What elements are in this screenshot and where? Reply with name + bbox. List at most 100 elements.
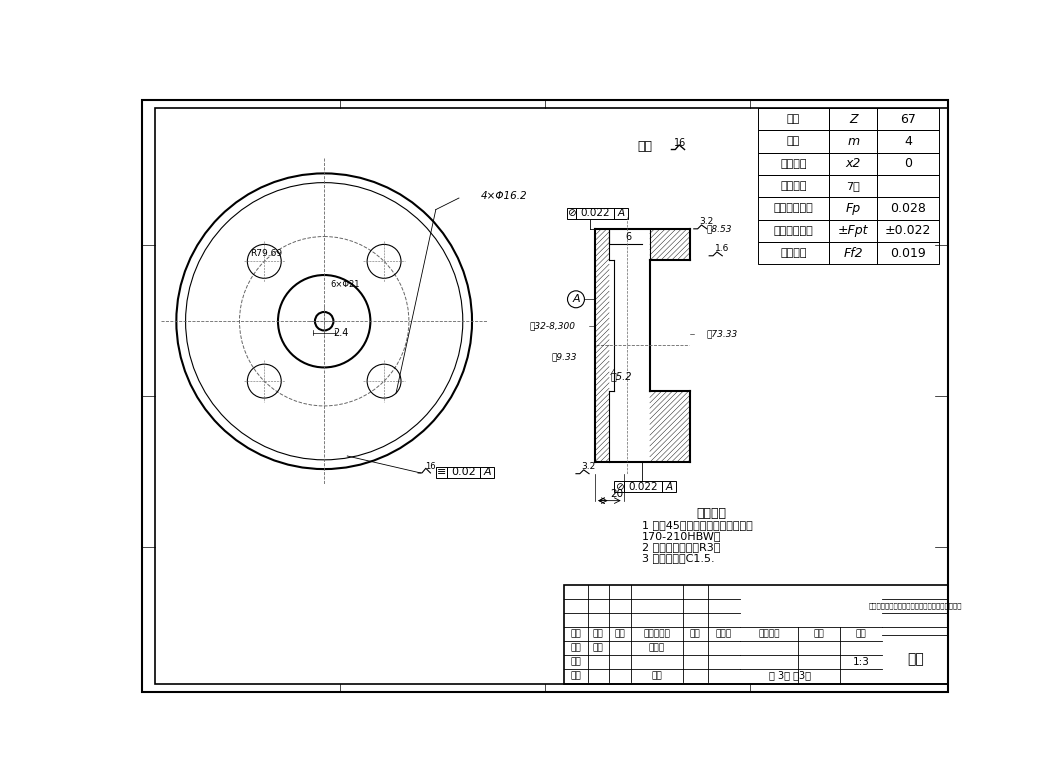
Bar: [877, 198, 939, 220]
Text: 16: 16: [425, 463, 436, 471]
Text: 3.2: 3.2: [699, 217, 713, 227]
Text: 变为系数: 变为系数: [780, 159, 807, 169]
Bar: [662, 481, 676, 492]
Text: 其余: 其余: [638, 140, 653, 153]
Text: 齿数: 齿数: [787, 114, 800, 124]
Bar: [624, 481, 662, 492]
Text: 1:3: 1:3: [853, 656, 870, 666]
Text: 批准: 批准: [652, 671, 662, 680]
Bar: [758, 242, 829, 264]
Text: 制图: 制图: [593, 643, 604, 652]
Bar: [877, 175, 939, 198]
Bar: [829, 242, 877, 264]
Bar: [567, 208, 576, 219]
Bar: [614, 481, 624, 492]
Text: 7级: 7级: [846, 181, 860, 191]
Text: 分区: 分区: [614, 630, 625, 638]
Text: 4×Φ16.2: 4×Φ16.2: [480, 191, 527, 201]
Text: 2 未注圆角半径为R3；: 2 未注圆角半径为R3；: [642, 542, 721, 552]
Bar: [829, 153, 877, 175]
Text: 标准化: 标准化: [648, 643, 664, 652]
Text: 67: 67: [900, 113, 916, 125]
Text: 6: 6: [626, 231, 631, 241]
Text: 设计: 设计: [571, 643, 581, 652]
Text: 齿形公差: 齿形公差: [780, 248, 807, 258]
Bar: [758, 153, 829, 175]
Text: 1 材料45钢，正火处理后齿面硬度: 1 材料45钢，正火处理后齿面硬度: [642, 521, 753, 530]
Text: 0: 0: [904, 158, 912, 170]
Bar: [564, 586, 948, 684]
Text: ΢32-8,300: ΢32-8,300: [529, 321, 576, 331]
Text: 0.02: 0.02: [451, 467, 476, 477]
Bar: [877, 220, 939, 242]
Text: 0.022: 0.022: [628, 482, 658, 492]
Bar: [436, 466, 446, 477]
Text: 阶段标记: 阶段标记: [758, 630, 779, 638]
Text: A: A: [484, 467, 491, 477]
Text: R79.69: R79.69: [251, 249, 283, 258]
Text: ⊘: ⊘: [567, 209, 576, 219]
Text: 齿距累积误差: 齿距累积误差: [774, 203, 813, 213]
Text: Fp: Fp: [845, 202, 861, 215]
Text: 0.022: 0.022: [580, 209, 610, 219]
Text: x2: x2: [845, 158, 861, 170]
Bar: [758, 198, 829, 220]
Text: 模数: 模数: [787, 136, 800, 147]
Bar: [758, 220, 829, 242]
Text: 标记: 标记: [571, 630, 581, 638]
Text: 4: 4: [904, 135, 912, 148]
Bar: [829, 175, 877, 198]
Bar: [829, 108, 877, 130]
Text: ⊘: ⊘: [614, 482, 624, 492]
Bar: [877, 153, 939, 175]
Bar: [576, 208, 614, 219]
Bar: [829, 220, 877, 242]
Text: ≡: ≡: [437, 467, 445, 477]
Text: m: m: [847, 135, 859, 148]
Bar: [614, 208, 628, 219]
Text: 比例: 比例: [856, 630, 866, 638]
Text: 3.2: 3.2: [581, 463, 595, 471]
Bar: [877, 108, 939, 130]
Bar: [877, 130, 939, 153]
Text: 技术要求: 技术要求: [696, 507, 726, 521]
Text: A: A: [572, 294, 579, 304]
Text: 更改文件号: 更改文件号: [643, 630, 671, 638]
Text: 精度等级: 精度等级: [780, 181, 807, 191]
Text: 审核: 审核: [571, 657, 581, 666]
Text: 工艺: 工艺: [571, 671, 581, 680]
Bar: [480, 466, 494, 477]
Text: ±0.022: ±0.022: [884, 224, 931, 238]
Text: 0.019: 0.019: [890, 247, 926, 260]
Text: 重量: 重量: [813, 630, 824, 638]
Text: 齿轮: 齿轮: [907, 652, 924, 666]
Text: ±Fpt: ±Fpt: [838, 224, 868, 238]
Text: 170-210HBW；: 170-210HBW；: [642, 531, 722, 541]
Text: 2.4: 2.4: [334, 328, 349, 338]
Bar: [758, 175, 829, 198]
Text: 湖南大学光数字微机械设计与制造及其自动化三重: 湖南大学光数字微机械设计与制造及其自动化三重: [868, 603, 962, 609]
Text: 处数: 处数: [593, 630, 604, 638]
Text: 6×Φ21: 6×Φ21: [331, 280, 360, 289]
Bar: [829, 130, 877, 153]
Text: 共 3张 第3张: 共 3张 第3张: [769, 670, 811, 681]
Bar: [877, 242, 939, 264]
Text: 0.028: 0.028: [890, 202, 926, 215]
Text: A: A: [665, 482, 673, 492]
Text: 签名: 签名: [690, 630, 701, 638]
Bar: [758, 108, 829, 130]
Text: ΢9.33: ΢9.33: [552, 353, 577, 361]
Text: ΢5.2: ΢5.2: [610, 372, 632, 381]
Text: 1.6: 1.6: [714, 245, 729, 253]
Bar: [446, 466, 480, 477]
Text: Z: Z: [849, 113, 858, 125]
Text: 齿距极限偏差: 齿距极限偏差: [774, 226, 813, 236]
Text: 年月日: 年月日: [715, 630, 731, 638]
Text: 3 未注倒角为C1.5.: 3 未注倒角为C1.5.: [642, 553, 714, 563]
Bar: [758, 130, 829, 153]
Bar: [829, 198, 877, 220]
Text: A: A: [618, 209, 625, 219]
Text: ΢73.33: ΢73.33: [707, 329, 738, 339]
Text: Ff2: Ff2: [843, 247, 863, 260]
Text: 20: 20: [610, 489, 623, 499]
